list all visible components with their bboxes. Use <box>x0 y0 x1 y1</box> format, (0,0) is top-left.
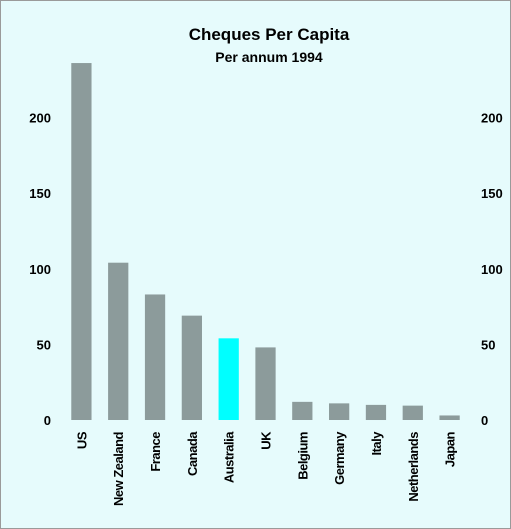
bar-italy <box>365 404 387 421</box>
x-tick-italy: Italy <box>369 431 384 456</box>
x-tick-germany: Germany <box>332 431 347 485</box>
chart-subtitle: Per annum 1994 <box>215 49 323 65</box>
y-tick-right: 200 <box>481 111 503 126</box>
bar-new-zealand <box>108 262 129 420</box>
y-tick-left: 100 <box>29 262 51 277</box>
bar-uk <box>255 347 276 420</box>
bar-canada <box>181 315 202 420</box>
y-tick-right: 0 <box>481 413 488 428</box>
chart-title: Cheques Per Capita <box>189 25 350 44</box>
bar-japan <box>439 415 460 420</box>
x-tick-belgium: Belgium <box>295 432 310 480</box>
x-tick-us: US <box>74 431 89 449</box>
bar-belgium <box>292 401 313 420</box>
y-tick-left: 200 <box>29 111 51 126</box>
x-tick-australia: Australia <box>222 431 237 483</box>
y-tick-left: 50 <box>37 337 51 352</box>
y-tick-right: 150 <box>481 186 503 201</box>
y-tick-right: 100 <box>481 262 503 277</box>
right-y-axis: 0 50 100 150 200 <box>481 111 503 429</box>
x-tick-france: France <box>148 432 163 472</box>
x-tick-canada: Canada <box>185 431 200 476</box>
bar-france <box>144 294 166 420</box>
bar-us <box>71 63 92 421</box>
x-tick-netherlands: Netherlands <box>406 432 421 502</box>
y-tick-left: 150 <box>29 186 51 201</box>
bar-australia <box>218 338 239 420</box>
bars <box>71 63 460 421</box>
x-tick-uk: UK <box>259 431 274 450</box>
x-tick-japan: Japan <box>443 431 458 467</box>
x-axis-labels: US New Zealand France Canada Australia UK Belg… <box>74 431 457 506</box>
bar-netherlands <box>402 405 423 420</box>
y-tick-right: 50 <box>481 337 495 352</box>
x-tick-new-zealand: New Zealand <box>111 431 126 506</box>
bar-germany <box>329 403 350 420</box>
left-y-axis: 0 50 100 150 200 <box>29 111 51 429</box>
y-tick-left: 0 <box>44 413 51 428</box>
